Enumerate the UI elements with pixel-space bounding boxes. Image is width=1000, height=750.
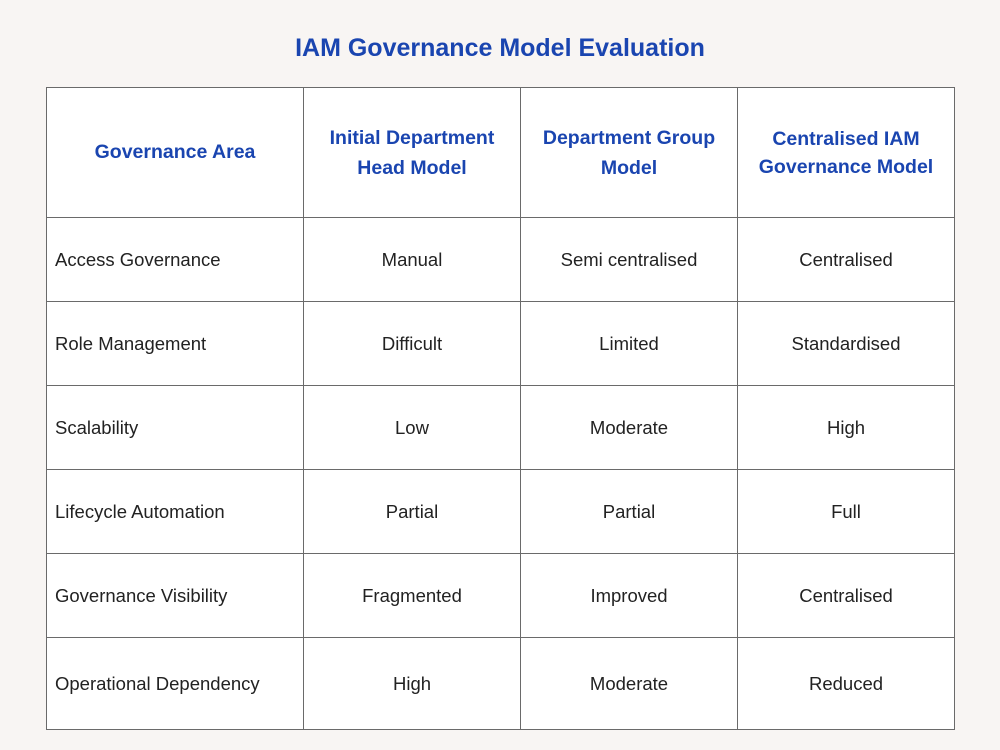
- row-label: Governance Visibility: [46, 553, 304, 638]
- table-cell: Difficult: [303, 301, 521, 386]
- column-header-initial-department-head-model: Initial Department Head Model: [303, 87, 521, 218]
- table-cell: Low: [303, 385, 521, 470]
- table-cell: Partial: [520, 469, 738, 554]
- table-row: Operational Dependency High Moderate Red…: [46, 637, 955, 730]
- table-cell: Reduced: [737, 637, 955, 730]
- row-label: Operational Dependency: [46, 637, 304, 730]
- table-cell: Limited: [520, 301, 738, 386]
- table-cell: Improved: [520, 553, 738, 638]
- row-label: Lifecycle Automation: [46, 469, 304, 554]
- table-row: Role Management Difficult Limited Standa…: [46, 301, 955, 386]
- table-cell: Moderate: [520, 637, 738, 730]
- row-label: Access Governance: [46, 217, 304, 302]
- table-cell: Moderate: [520, 385, 738, 470]
- evaluation-table: Governance Area Initial Department Head …: [46, 87, 955, 730]
- table-row: Governance Visibility Fragmented Improve…: [46, 553, 955, 638]
- column-header-centralised-iam-governance-model: Centralised IAM Governance Model: [737, 87, 955, 218]
- row-label: Scalability: [46, 385, 304, 470]
- table-cell: Centralised: [737, 217, 955, 302]
- column-header-governance-area: Governance Area: [46, 87, 304, 218]
- table-row: Lifecycle Automation Partial Partial Ful…: [46, 469, 955, 554]
- table-cell: Full: [737, 469, 955, 554]
- table-cell: Fragmented: [303, 553, 521, 638]
- table-cell: High: [737, 385, 955, 470]
- table-cell: Partial: [303, 469, 521, 554]
- table-cell: Centralised: [737, 553, 955, 638]
- table-cell: Standardised: [737, 301, 955, 386]
- table-row: Access Governance Manual Semi centralise…: [46, 217, 955, 302]
- table-cell: Semi centralised: [520, 217, 738, 302]
- table-cell: High: [303, 637, 521, 730]
- column-header-department-group-model: Department Group Model: [520, 87, 738, 218]
- page-title: IAM Governance Model Evaluation: [295, 34, 705, 62]
- table-cell: Manual: [303, 217, 521, 302]
- row-label: Role Management: [46, 301, 304, 386]
- table-header-row: Governance Area Initial Department Head …: [46, 87, 955, 218]
- table-row: Scalability Low Moderate High: [46, 385, 955, 470]
